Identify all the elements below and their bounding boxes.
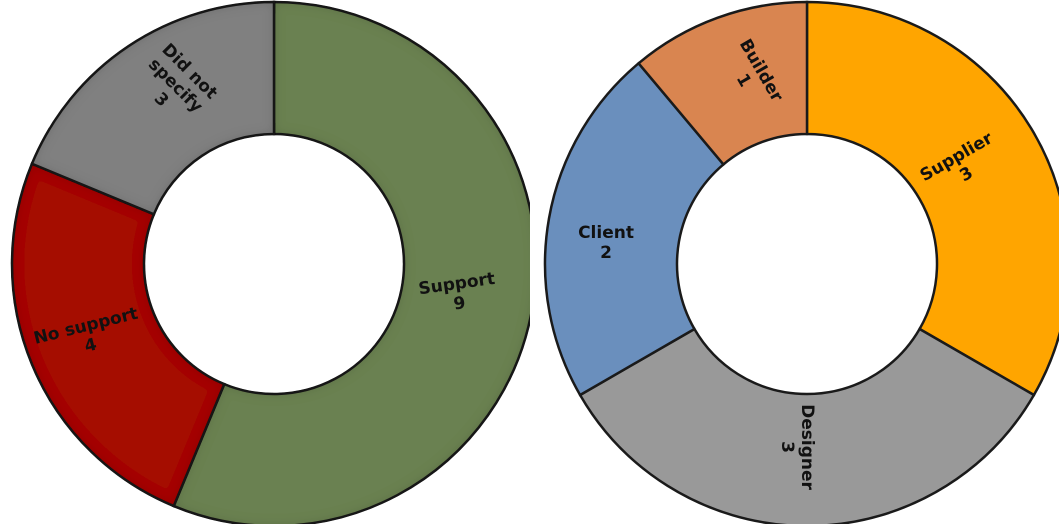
slice-did-not-specify: [30, 0, 276, 216]
data-label-designer: Designer3: [777, 404, 817, 490]
slice-designer: [578, 327, 1036, 524]
slice-builder: [636, 0, 809, 167]
slice-support: [172, 0, 530, 524]
slice-supplier: [805, 0, 1059, 397]
slice-no-support: [10, 162, 226, 508]
data-label-client: Client 2: [578, 223, 634, 263]
slice-client: [543, 61, 726, 397]
